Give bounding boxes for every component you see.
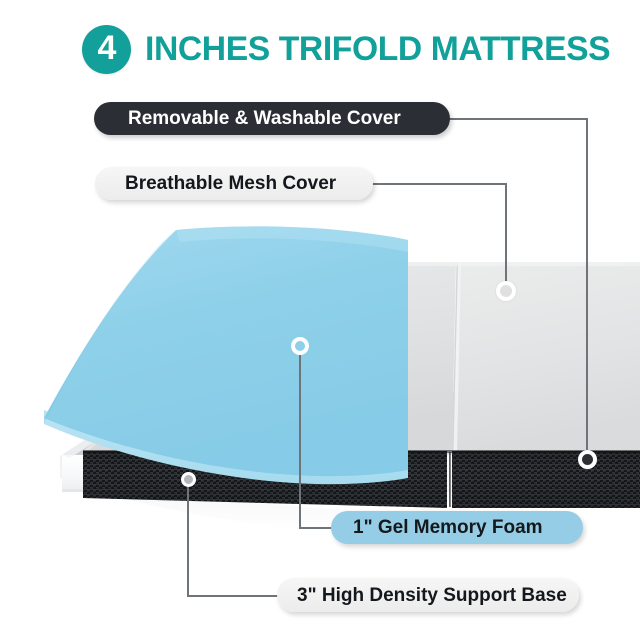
page-title: 4 INCHES TRIFOLD MATTRESS <box>82 22 615 76</box>
leader-foam-v <box>299 346 301 529</box>
blue-foam-layer <box>44 226 408 485</box>
callout-label: 1" Gel Memory Foam <box>353 517 543 538</box>
leader-removable-h <box>448 118 588 120</box>
leader-mesh-h <box>371 183 507 185</box>
callout-gel-memory-foam[interactable]: 1" Gel Memory Foam <box>331 511 583 544</box>
callout-ring-mesh-band[interactable] <box>578 450 597 469</box>
leader-base-v <box>187 482 189 597</box>
callout-label: 3" High Density Support Base <box>297 584 567 606</box>
title-text: INCHES TRIFOLD MATTRESS <box>145 29 611 68</box>
callout-ring-blue-foam[interactable] <box>291 337 309 355</box>
callout-ring-support-base[interactable] <box>181 472 196 487</box>
callout-removable-washable-cover[interactable]: Removable & Washable Cover <box>94 102 450 135</box>
callout-label: Breathable Mesh Cover <box>125 173 337 194</box>
callout-breathable-mesh-cover[interactable]: Breathable Mesh Cover <box>95 167 373 200</box>
badge-number: 4 <box>97 29 117 67</box>
callout-high-density-support-base[interactable]: 3" High Density Support Base <box>277 578 579 612</box>
callout-ring-top-cover[interactable] <box>496 281 516 301</box>
leader-mesh-v <box>505 183 507 290</box>
leader-removable-v <box>586 118 588 455</box>
leader-base-h <box>187 595 279 597</box>
leader-foam-h <box>299 527 333 529</box>
callout-label: Removable & Washable Cover <box>128 108 401 129</box>
inches-badge: 4 <box>82 24 131 74</box>
